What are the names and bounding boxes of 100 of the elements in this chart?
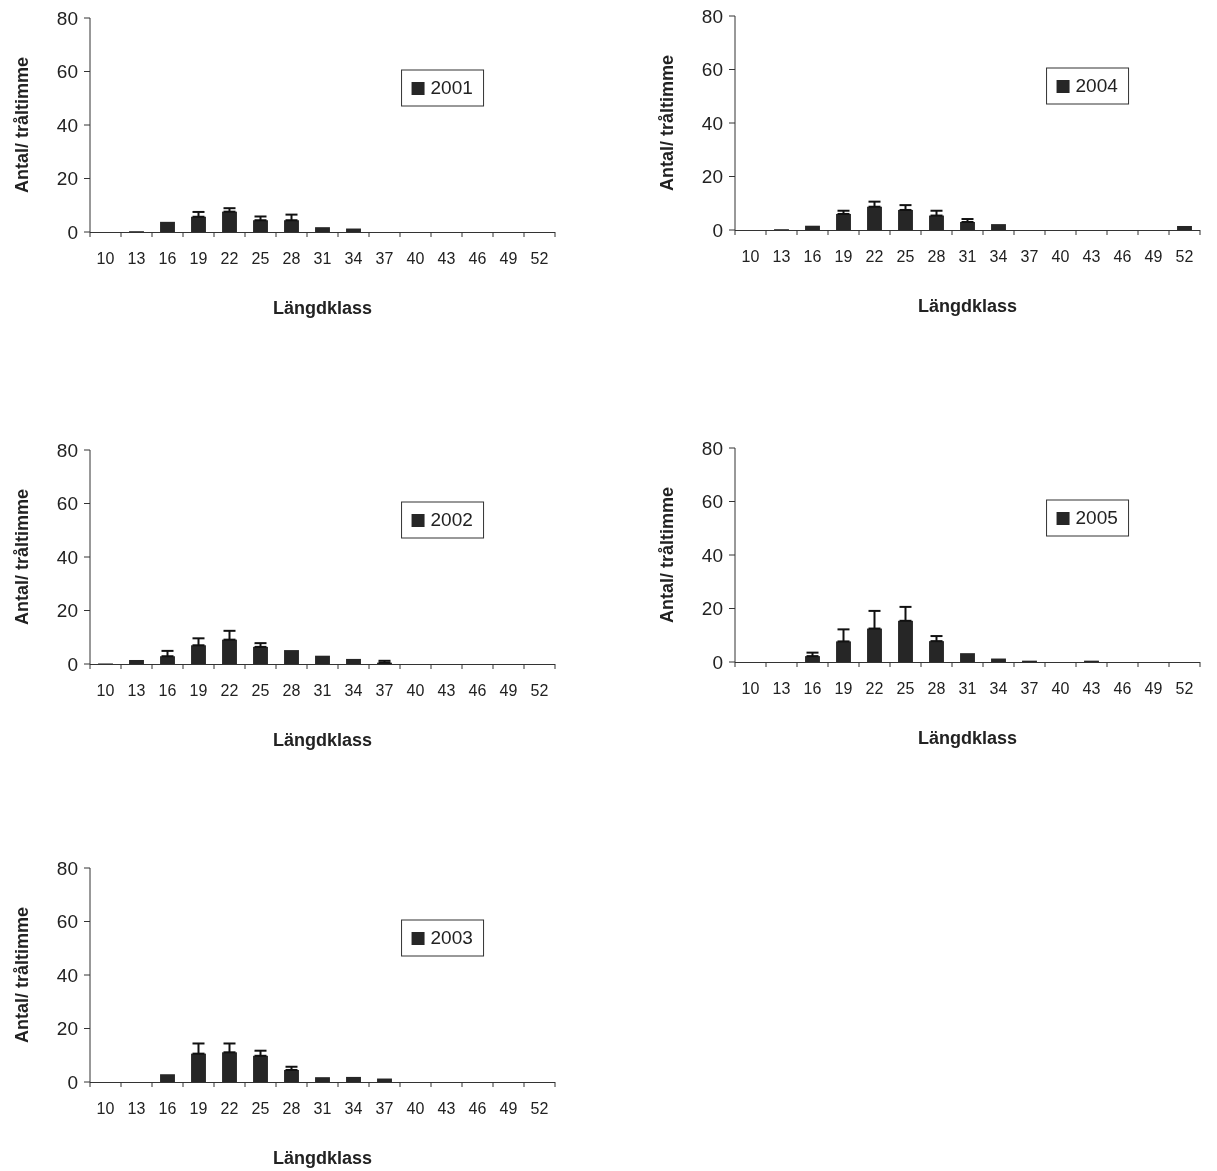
x-tick-label: 40 bbox=[1051, 680, 1070, 697]
x-tick-label: 43 bbox=[437, 1100, 456, 1117]
x-tick-label: 46 bbox=[1113, 248, 1132, 265]
x-tick-label: 25 bbox=[251, 682, 270, 699]
x-tick-label: 19 bbox=[189, 682, 208, 699]
x-tick-label: 31 bbox=[313, 250, 332, 267]
y-axis-title: Antal/ tråltimme bbox=[12, 906, 32, 1044]
x-tick-label: 37 bbox=[375, 1100, 394, 1117]
x-tick-label: 28 bbox=[282, 250, 301, 267]
x-axis-title: Längdklass bbox=[272, 730, 373, 750]
x-tick-label: 43 bbox=[437, 682, 456, 699]
x-tick-label: 43 bbox=[1082, 680, 1101, 697]
y-tick-label: 60 bbox=[56, 911, 78, 933]
x-tick-label: 25 bbox=[896, 680, 915, 697]
x-tick-label: 13 bbox=[772, 680, 791, 697]
y-tick-label: 80 bbox=[56, 7, 78, 29]
x-tick-label: 31 bbox=[313, 682, 332, 699]
legend-label: 2005 bbox=[1075, 507, 1118, 528]
x-tick-label: 28 bbox=[927, 248, 946, 265]
x-tick-label: 16 bbox=[803, 680, 822, 697]
x-tick-label: 34 bbox=[344, 250, 363, 267]
x-tick-label: 34 bbox=[344, 1100, 363, 1117]
x-tick-label: 52 bbox=[530, 1100, 549, 1117]
x-tick-label: 31 bbox=[313, 1100, 332, 1117]
x-tick-label: 10 bbox=[96, 250, 115, 267]
x-tick-label: 34 bbox=[989, 680, 1008, 697]
x-tick-label: 22 bbox=[865, 680, 884, 697]
y-tick-label: 0 bbox=[67, 221, 78, 243]
y-tick-label: 40 bbox=[701, 112, 723, 134]
x-tick-label: 52 bbox=[1175, 248, 1194, 265]
y-tick-label: 80 bbox=[56, 857, 78, 879]
y-axis-title: Antal/ tråltimme bbox=[12, 488, 32, 626]
y-axis-title: Antal/ tråltimme bbox=[657, 486, 677, 624]
y-tick-label: 0 bbox=[712, 651, 723, 673]
legend-label: 2001 bbox=[430, 77, 473, 98]
x-tick-label: 22 bbox=[220, 682, 239, 699]
y-tick-label: 20 bbox=[56, 600, 78, 622]
x-tick-label: 40 bbox=[1051, 248, 1070, 265]
x-tick-label: 37 bbox=[375, 250, 394, 267]
x-tick-label: 25 bbox=[251, 250, 270, 267]
y-tick-label: 20 bbox=[701, 166, 723, 188]
x-tick-label: 34 bbox=[344, 682, 363, 699]
x-tick-label: 13 bbox=[772, 248, 791, 265]
x-tick-label: 40 bbox=[406, 1100, 425, 1117]
y-tick-label: 0 bbox=[712, 219, 723, 241]
x-tick-label: 37 bbox=[1020, 680, 1039, 697]
x-tick-label: 28 bbox=[927, 680, 946, 697]
x-axis-title: Längdklass bbox=[272, 1148, 373, 1168]
x-tick-label: 43 bbox=[437, 250, 456, 267]
y-tick-label: 0 bbox=[67, 653, 78, 675]
y-tick-label: 40 bbox=[701, 544, 723, 566]
x-tick-label: 10 bbox=[96, 682, 115, 699]
x-tick-label: 19 bbox=[834, 680, 853, 697]
x-tick-label: 13 bbox=[127, 250, 146, 267]
x-tick-label: 10 bbox=[741, 248, 760, 265]
x-tick-label: 52 bbox=[530, 682, 549, 699]
y-tick-label: 80 bbox=[701, 5, 723, 27]
x-tick-label: 31 bbox=[958, 248, 977, 265]
x-tick-label: 22 bbox=[220, 250, 239, 267]
x-tick-label: 25 bbox=[251, 1100, 270, 1117]
y-tick-label: 40 bbox=[56, 546, 78, 568]
legend-label: 2004 bbox=[1075, 75, 1119, 96]
x-tick-label: 16 bbox=[803, 248, 822, 265]
y-tick-label: 60 bbox=[701, 491, 723, 513]
x-axis-title: Längdklass bbox=[272, 298, 373, 318]
x-tick-label: 28 bbox=[282, 1100, 301, 1117]
x-tick-label: 31 bbox=[958, 680, 977, 697]
x-tick-label: 40 bbox=[406, 250, 425, 267]
y-axis-title: Antal/ tråltimme bbox=[657, 54, 677, 192]
y-tick-label: 60 bbox=[56, 493, 78, 515]
x-tick-label: 13 bbox=[127, 682, 146, 699]
x-tick-label: 49 bbox=[499, 1100, 518, 1117]
x-tick-label: 46 bbox=[468, 1100, 487, 1117]
x-tick-label: 22 bbox=[865, 248, 884, 265]
x-tick-label: 16 bbox=[158, 1100, 177, 1117]
x-axis-title: Längdklass bbox=[917, 296, 1018, 316]
legend-label: 2002 bbox=[430, 509, 473, 530]
y-tick-label: 60 bbox=[701, 59, 723, 81]
x-tick-label: 19 bbox=[834, 248, 853, 265]
x-tick-label: 49 bbox=[499, 250, 518, 267]
x-tick-label: 49 bbox=[499, 682, 518, 699]
x-tick-label: 43 bbox=[1082, 248, 1101, 265]
x-tick-label: 46 bbox=[468, 682, 487, 699]
x-tick-label: 49 bbox=[1144, 248, 1163, 265]
x-tick-label: 52 bbox=[530, 250, 549, 267]
y-tick-label: 40 bbox=[56, 114, 78, 136]
y-tick-label: 0 bbox=[67, 1071, 78, 1093]
x-tick-label: 22 bbox=[220, 1100, 239, 1117]
legend-label: 2003 bbox=[430, 927, 473, 948]
x-tick-label: 46 bbox=[1113, 680, 1132, 697]
x-tick-label: 37 bbox=[375, 682, 394, 699]
x-tick-label: 19 bbox=[189, 250, 208, 267]
y-axis-title: Antal/ tråltimme bbox=[12, 56, 32, 194]
y-tick-label: 20 bbox=[701, 598, 723, 620]
x-tick-label: 49 bbox=[1144, 680, 1163, 697]
x-tick-label: 34 bbox=[989, 248, 1008, 265]
x-tick-label: 10 bbox=[96, 1100, 115, 1117]
y-tick-label: 80 bbox=[701, 437, 723, 459]
x-tick-label: 16 bbox=[158, 250, 177, 267]
x-tick-label: 37 bbox=[1020, 248, 1039, 265]
